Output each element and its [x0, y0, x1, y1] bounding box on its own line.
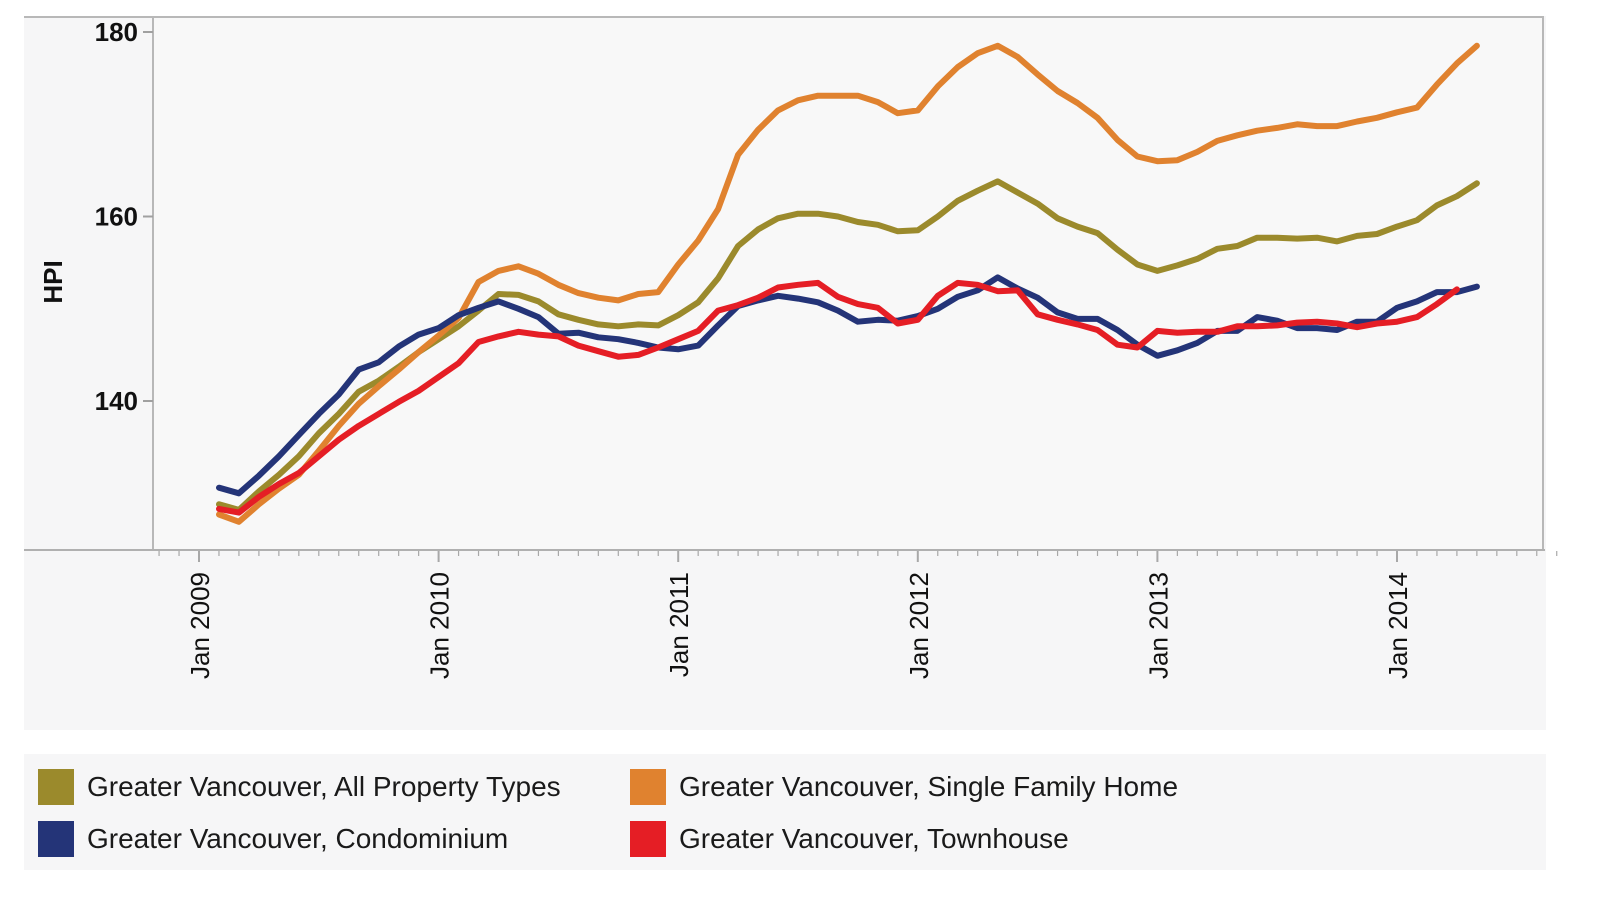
series-group	[216, 42, 1480, 525]
legend-item-all-property-types: Greater Vancouver, All Property Types	[38, 769, 561, 805]
axes	[24, 16, 1545, 551]
legend-swatch-all-property-types	[38, 769, 74, 805]
legend-item-condominium: Greater Vancouver, Condominium	[38, 821, 509, 857]
legend-item-single-family-home: Greater Vancouver, Single Family Home	[630, 769, 1179, 805]
series-line-condominium	[216, 274, 1480, 497]
legend-swatch-single-family-home	[630, 769, 666, 805]
x-tick-label: Jan 2009	[185, 572, 215, 679]
x-tick-label: Jan 2010	[425, 572, 455, 679]
series-line-townhouse	[216, 279, 1460, 516]
x-ticks: Jan 2009 Jan 2010 Jan 2011 Jan 2012 Jan 2013…	[158, 551, 1558, 679]
x-tick-label: Jan 2014	[1383, 572, 1413, 679]
y-axis-title: HPI	[38, 260, 68, 303]
legend-swatch-townhouse	[630, 821, 666, 857]
legend-label-all-property-types: Greater Vancouver, All Property Types	[87, 771, 561, 802]
x-tick-label: Jan 2012	[904, 572, 934, 679]
y-tick-label: 180	[95, 17, 138, 47]
series-line-single-family-home	[216, 42, 1480, 525]
plot-area	[152, 16, 1544, 551]
legend: Greater Vancouver, All Property Types Gr…	[24, 754, 1546, 870]
y-tick-label: 140	[95, 386, 138, 416]
legend-swatch-condominium	[38, 821, 74, 857]
legend-label-single-family-home: Greater Vancouver, Single Family Home	[679, 771, 1179, 802]
y-tick-label: 160	[95, 202, 138, 232]
y-ticks: 140 160 180	[95, 17, 153, 416]
x-tick-label: Jan 2013	[1143, 572, 1173, 679]
legend-item-townhouse: Greater Vancouver, Townhouse	[630, 821, 1069, 857]
x-tick-label: Jan 2011	[664, 572, 694, 677]
legend-label-condominium: Greater Vancouver, Condominium	[87, 823, 509, 854]
legend-label-townhouse: Greater Vancouver, Townhouse	[679, 823, 1069, 854]
